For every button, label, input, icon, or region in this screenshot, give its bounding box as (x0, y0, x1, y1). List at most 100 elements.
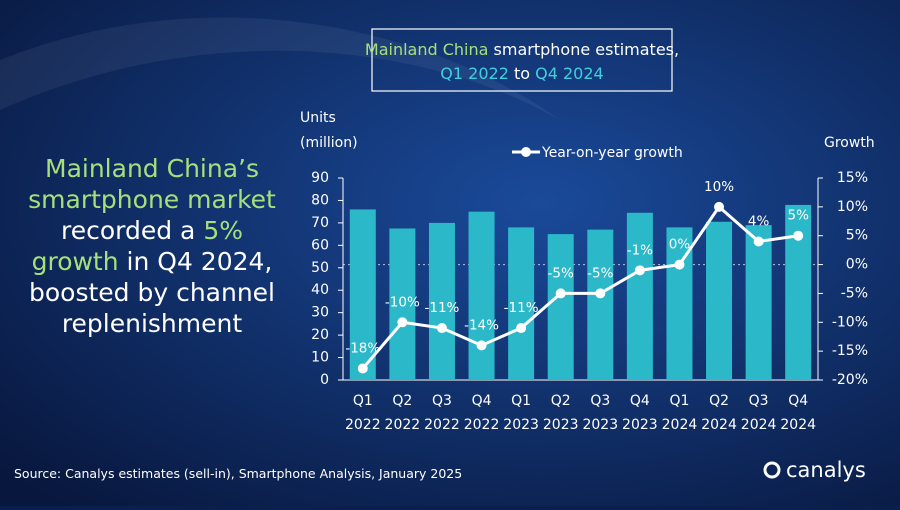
value-label: 10% (704, 179, 734, 195)
logo: canalys (786, 458, 866, 482)
value-label: -10% (385, 294, 420, 310)
value-label: 0% (669, 237, 691, 253)
text-segment: smartphone market (28, 185, 276, 214)
point (436, 323, 447, 334)
y-tick-label: 80 (311, 192, 329, 208)
value-label: 5% (787, 208, 809, 224)
x-tick-label: Q2 (709, 393, 729, 409)
text-segment: in Q4 2024, (119, 247, 273, 276)
x-tick-label: Q4 (630, 393, 650, 409)
text-line: replenishment (62, 309, 243, 338)
x-tick-label: Q1 (669, 393, 689, 409)
y-tick-label: 0 (320, 372, 329, 388)
text-segment: Mainland China (365, 40, 489, 59)
y-tick-label: 70 (311, 215, 329, 231)
bar (508, 227, 535, 380)
x-tick-label: 2024 (701, 417, 737, 433)
x-tick-label: Q3 (749, 393, 769, 409)
title: Mainland China smartphone estimates, Q1 2… (365, 40, 679, 83)
text-line: smartphone market (28, 185, 276, 214)
point (753, 236, 764, 247)
text-segment: growth (32, 247, 119, 276)
x-tick-label: Q1 (353, 393, 373, 409)
bar (428, 222, 455, 380)
x-tick-label: 2024 (780, 417, 816, 433)
x-tick-label: 2023 (622, 417, 658, 433)
y-tick-label: 20 (311, 327, 329, 343)
point (357, 363, 368, 374)
text-segment: replenishment (62, 309, 243, 338)
point (516, 323, 527, 334)
y2-tick-label: 0% (846, 257, 868, 273)
bar (626, 212, 653, 380)
y2-tick-label: -10% (832, 314, 868, 330)
point (674, 259, 685, 270)
bar (745, 225, 772, 380)
x-tick-label: Q3 (432, 393, 452, 409)
bar (389, 228, 416, 380)
text-segment: recorded a (61, 216, 203, 245)
x-tick-label: 2023 (582, 417, 618, 433)
y-tick-label: 90 (311, 170, 329, 186)
x-tick-label: 2022 (464, 417, 500, 433)
x-tick-label: Q2 (551, 393, 571, 409)
y-tick-label: 40 (311, 282, 329, 298)
y-tick-label: 10 (311, 350, 329, 366)
y-tick-label: 60 (311, 237, 329, 253)
value-label: -11% (504, 300, 539, 316)
value-label: -5% (548, 265, 574, 281)
x-tick-label: 2023 (503, 417, 539, 433)
y-tick-label: 30 (311, 305, 329, 321)
text-line: growth in Q4 2024, (32, 247, 273, 276)
text-segment: boosted by channel (29, 278, 275, 307)
y2-tick-label: 10% (837, 199, 868, 215)
value-label: -18% (345, 340, 380, 356)
text-line: recorded a 5% (61, 216, 243, 245)
legend-marker (521, 147, 531, 157)
point (634, 265, 645, 276)
x-tick-label: 2022 (424, 417, 460, 433)
bar (468, 211, 495, 380)
point (714, 201, 725, 212)
line (361, 204, 799, 370)
bar (706, 221, 733, 380)
text-segment: Mainland China’s (45, 154, 259, 183)
text-segment: 5% (203, 216, 243, 245)
legend: Year-on-year growth (512, 145, 683, 161)
point (397, 317, 408, 328)
x-tick-label: Q2 (392, 393, 412, 409)
text-line: boosted by channel (29, 278, 275, 307)
x-tick-label: 2022 (385, 417, 421, 433)
logo-icon (763, 461, 781, 479)
point (476, 340, 487, 351)
bar (587, 229, 614, 380)
text-line: Mainland China smartphone estimates, (365, 40, 679, 59)
y2-tick-label: -5% (841, 285, 868, 301)
value-label: 4% (748, 213, 770, 229)
y2-tick-label: 15% (837, 170, 868, 186)
x-tick-label: Q4 (788, 393, 808, 409)
y2-tick-label: 5% (846, 228, 868, 244)
value-label: -1% (627, 242, 653, 258)
value-label: -14% (464, 317, 499, 333)
x-tick-label: 2024 (662, 417, 698, 433)
x-tick-label: Q1 (511, 393, 531, 409)
text-segment: Q1 2022 (440, 64, 509, 83)
bar (547, 234, 574, 380)
text-segment: Q4 2024 (535, 64, 604, 83)
y-axis-label: Units (300, 110, 336, 126)
point (595, 288, 606, 299)
legend-label: Year-on-year growth (541, 145, 683, 161)
y-axis-label: (million) (300, 135, 358, 151)
title-box (371, 28, 673, 92)
value-label: -5% (587, 265, 613, 281)
text-line: Mainland China’s (45, 154, 259, 183)
y-tick-label: 50 (311, 260, 329, 276)
bar (349, 209, 376, 380)
x-tick-label: 2022 (345, 417, 381, 433)
x-tick-label: 2024 (741, 417, 777, 433)
y2-tick-label: -15% (832, 343, 868, 359)
swoosh (0, 17, 560, 121)
x-tick-label: Q3 (590, 393, 610, 409)
